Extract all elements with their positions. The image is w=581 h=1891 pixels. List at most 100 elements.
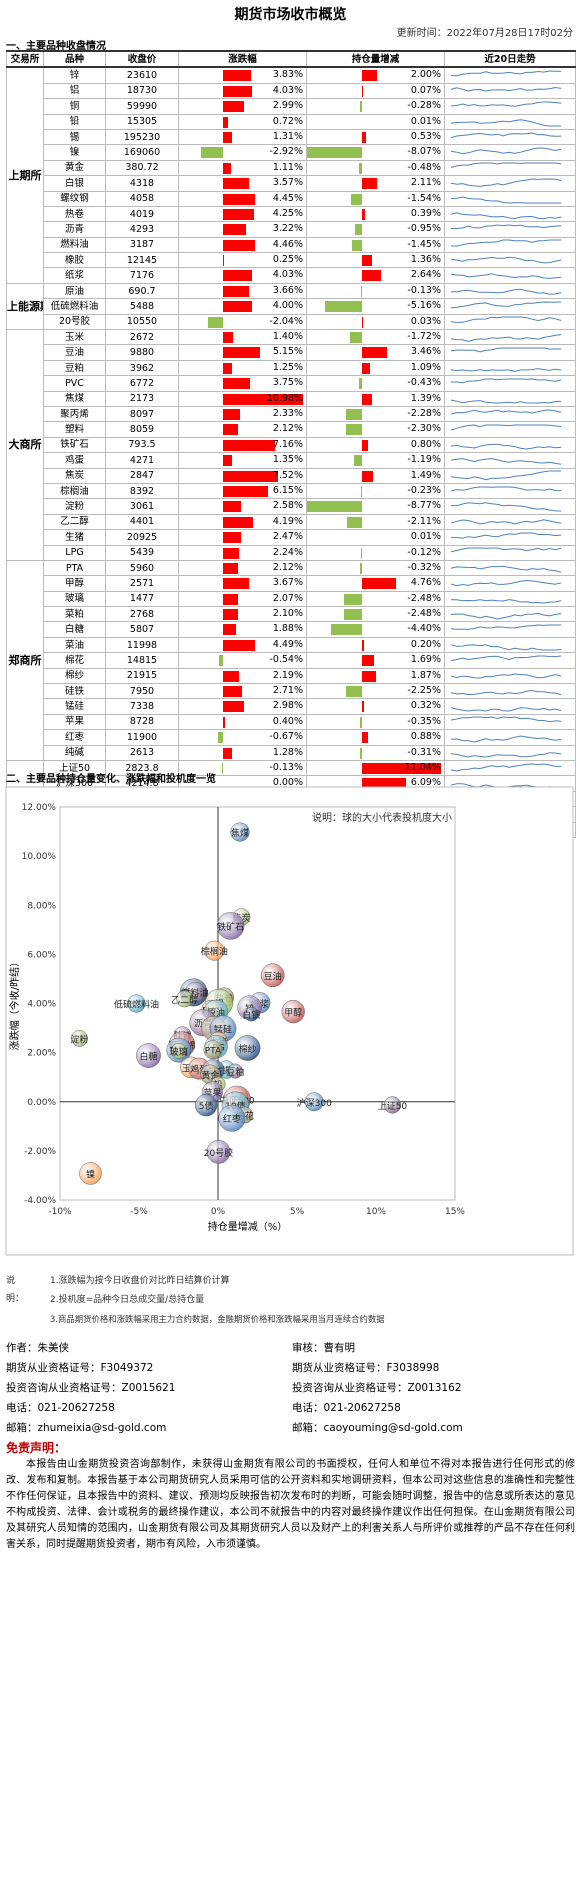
price-change-value: 7.16% [272,438,303,450]
close-price: 5960 [105,559,179,577]
product-name: 铝 [43,82,106,100]
price-change-value: 4.46% [272,238,303,250]
sparkline [450,87,562,92]
scatter-point [383,1096,401,1114]
product-name: 棉花 [43,652,106,669]
sparkline-cell [444,759,576,777]
price-change-cell: 2.98% [178,698,307,715]
point-label: 低硫燃料油 [114,999,159,1011]
oi-change-value: -1.72% [407,331,441,343]
price-change-value: 4.00% [272,300,303,312]
note-1: 1.涨跌幅为按今日收盘价对比昨日结算价计算 [50,1276,230,1286]
sparkline [450,579,562,587]
oi-change-value: 2.00% [410,69,441,81]
sparkline [450,367,562,372]
oi-change-cell: 0.01% [306,529,445,546]
price-change-value: 2.07% [272,592,303,604]
oi-change-value: 2.11% [410,177,441,189]
table-row: 锰硅 7338 2.98% 0.32% [7,698,576,715]
price-change-value: 2.47% [272,531,303,543]
point-label: 5债 [199,1100,214,1112]
disclaimer-title: 免责声明： [6,1441,67,1455]
sparkline [450,486,562,492]
close-price: 4271 [105,452,179,469]
sparkline [450,196,562,204]
price-change-bar [222,609,238,621]
close-price: 1477 [105,590,179,608]
price-change-bar [222,208,254,220]
author-email[interactable]: 邮箱：zhumeixia@sd-gold.com [6,1422,167,1434]
price-change-cell: 4.46% [178,236,307,254]
oi-change-value: 4.76% [410,577,441,589]
oi-change-value: -0.31% [407,746,441,758]
sparkline-cell [444,698,576,715]
price-change-bar [222,239,256,251]
sparkline-cell [444,452,576,469]
y-tick-label: 6.00% [27,950,56,960]
sparkline [450,101,562,107]
point-label: 焦煤 [231,827,249,839]
close-price: 4293 [105,221,179,238]
price-change-value: -0.54% [269,654,303,666]
reviewer-email[interactable]: 邮箱：caoyouming@sd-gold.com [292,1422,463,1434]
close-price: 690.7 [105,282,179,300]
col-header: 交易所 [6,49,44,69]
point-label: 锡 [222,1066,231,1077]
price-change-bar [222,301,252,313]
note-2: 2.投机度=品种今日总成交量/总持仓量 [50,1295,205,1305]
sparkline-cell [444,621,576,638]
price-change-cell: 2.12% [178,559,307,577]
table-row: 大商所 玉米 2672 1.40% -1.72% [6,329,576,561]
disclaimer-text: 本报告由山金期货投资咨询部制作，未获得山金期货有限公司的书面授权，任何人和单位不… [6,1459,575,1550]
sparkline-cell [444,236,576,254]
close-price: 14815 [105,652,179,669]
oi-change-bar [362,470,373,482]
product-name: 纸浆 [43,267,106,284]
sparkline [450,612,562,620]
sparkline-cell [444,344,576,361]
oi-change-cell: 0.53% [306,128,445,146]
y-tick-label: 2.00% [27,1049,56,1059]
reviewer-name: 审核：曹有明 [292,1342,355,1354]
price-change-value: 2.99% [272,100,303,112]
oi-change-value: 1.49% [410,469,441,481]
oi-change-cell: -2.28% [306,405,445,423]
oi-change-bar [362,85,363,97]
close-price: 11900 [105,729,179,746]
sparkline [450,444,562,450]
oi-change-value: 1.69% [410,654,441,666]
oi-change-cell: 0.39% [306,205,445,223]
close-price: 9880 [105,344,179,361]
price-change-bar [222,670,239,682]
sparkline-cell [444,205,576,223]
oi-change-cell: -0.43% [306,375,445,392]
price-change-value: 4.45% [272,192,303,204]
scatter-point [195,1094,218,1117]
oi-change-cell: 0.01% [306,113,445,130]
oi-change-cell: 1.69% [306,652,445,669]
oi-change-bar [362,362,370,374]
x-tick-label: 0% [211,1207,226,1217]
oi-change-bar [359,747,363,759]
table-row: 螺纹钢 4058 4.45% -1.54% [7,190,576,207]
product-name: 铜 [43,98,106,115]
oi-change-cell: -2.30% [306,421,445,438]
oi-change-bar [362,762,442,774]
close-price: 23610 [105,66,179,84]
close-price: 3061 [105,498,179,515]
price-change-cell: 2.58% [178,498,307,515]
price-change-value: 1.40% [272,331,303,343]
x-axis-label: 持仓量增减（%） [208,1220,288,1233]
table-row: 20号胶 10550 -2.04% 0.03% [7,313,576,331]
oi-change-cell: -0.13% [306,282,445,300]
close-price: 18730 [105,82,179,100]
sparkline-cell [444,282,576,300]
sparkline-cell [444,498,576,515]
sparkline [450,673,562,679]
sparkline-cell [444,175,576,192]
price-change-value: 0.25% [272,254,303,266]
sparkline [450,162,562,169]
sparkline [450,378,562,384]
oi-change-cell: -8.77% [306,498,445,515]
product-name: 镍 [43,144,106,161]
